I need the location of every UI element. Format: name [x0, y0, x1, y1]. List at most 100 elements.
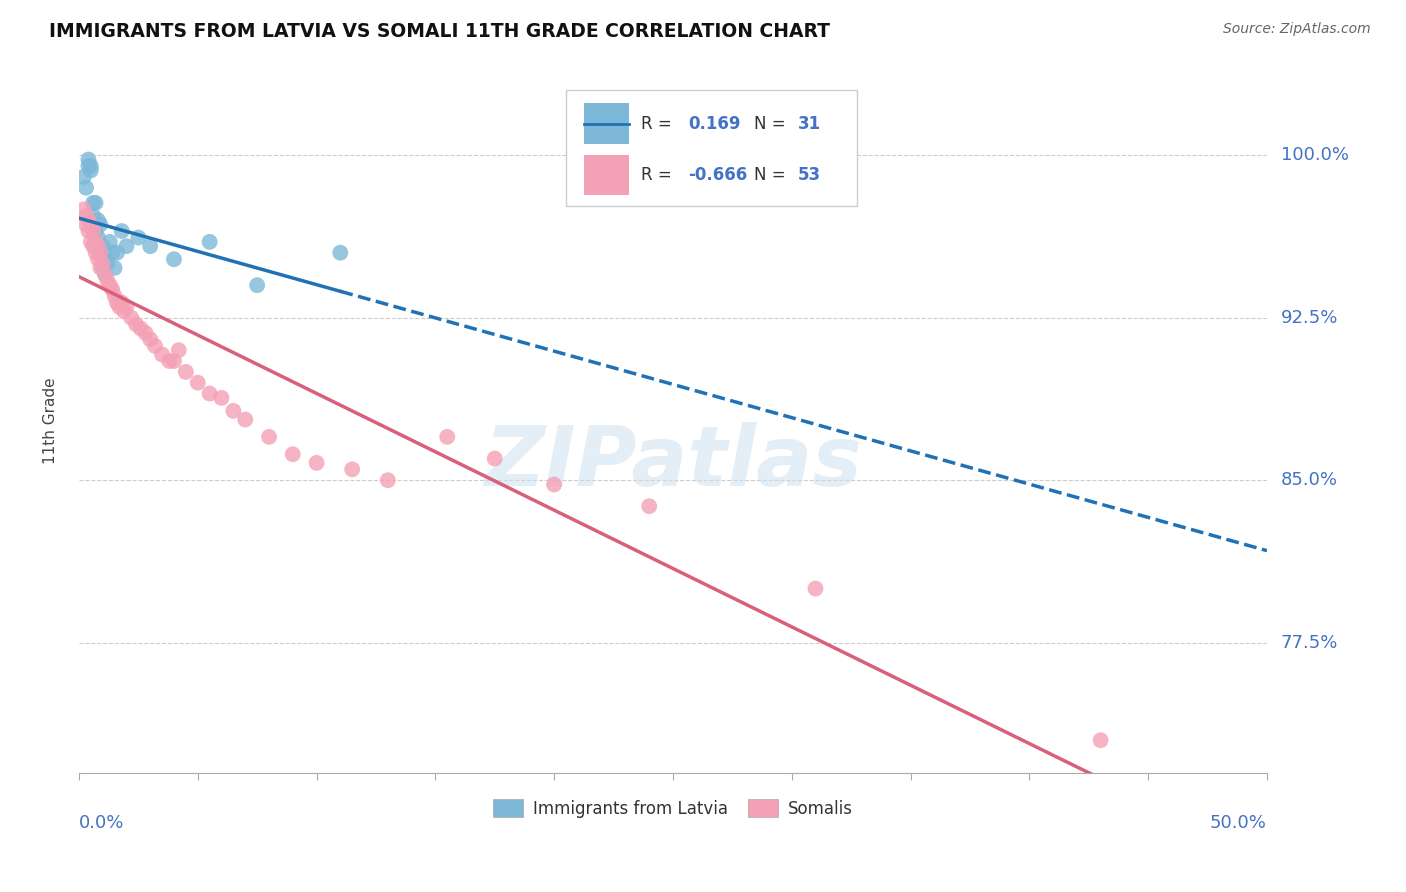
Point — [82, 209, 104, 223]
Point — [129, 321, 152, 335]
Text: 77.5%: 77.5% — [1281, 633, 1339, 652]
Point — [98, 278, 121, 293]
Point — [91, 239, 114, 253]
Point — [105, 245, 128, 260]
Point — [82, 224, 104, 238]
Point — [96, 256, 118, 270]
Point — [77, 224, 100, 238]
Point — [80, 218, 103, 232]
Legend: Immigrants from Latvia, Somalis: Immigrants from Latvia, Somalis — [486, 793, 859, 824]
Text: IMMIGRANTS FROM LATVIA VS SOMALI 11TH GRADE CORRELATION CHART: IMMIGRANTS FROM LATVIA VS SOMALI 11TH GR… — [49, 22, 830, 41]
Point — [94, 268, 117, 282]
Point — [340, 462, 363, 476]
Point — [73, 169, 96, 184]
Point — [101, 245, 124, 260]
Point — [246, 278, 269, 293]
Point — [77, 213, 100, 227]
Point — [89, 245, 111, 260]
Point — [96, 274, 118, 288]
Point — [804, 582, 827, 596]
Text: N =: N = — [754, 115, 790, 133]
Point — [75, 218, 97, 232]
Text: 100.0%: 100.0% — [1281, 146, 1348, 164]
Point — [111, 224, 134, 238]
Text: R =: R = — [641, 166, 676, 184]
FancyBboxPatch shape — [583, 154, 628, 195]
Point — [87, 230, 110, 244]
Point — [84, 245, 107, 260]
Point — [329, 245, 352, 260]
Point — [211, 391, 233, 405]
Point — [305, 456, 328, 470]
Point — [87, 213, 110, 227]
Y-axis label: 11th Grade: 11th Grade — [44, 377, 58, 464]
Point — [104, 260, 127, 275]
Point — [150, 347, 173, 361]
FancyBboxPatch shape — [567, 90, 858, 206]
Point — [75, 180, 97, 194]
Point — [233, 412, 256, 426]
Text: 0.0%: 0.0% — [79, 814, 124, 832]
Point — [98, 235, 121, 249]
Point — [163, 354, 186, 368]
Text: 50.0%: 50.0% — [1211, 814, 1267, 832]
Point — [115, 239, 138, 253]
Point — [89, 260, 111, 275]
Text: 85.0%: 85.0% — [1281, 471, 1339, 489]
Point — [111, 295, 134, 310]
Point — [157, 354, 180, 368]
Point — [75, 209, 97, 223]
Point — [77, 153, 100, 167]
Point — [104, 289, 127, 303]
Text: R =: R = — [641, 115, 676, 133]
Point — [91, 256, 114, 270]
Point — [94, 252, 117, 267]
Point — [84, 224, 107, 238]
Point — [139, 239, 162, 253]
Text: Source: ZipAtlas.com: Source: ZipAtlas.com — [1223, 22, 1371, 37]
Point — [80, 163, 103, 178]
Text: 53: 53 — [797, 166, 821, 184]
Point — [638, 500, 661, 514]
Point — [187, 376, 209, 390]
Point — [257, 430, 280, 444]
Point — [112, 304, 135, 318]
Point — [125, 317, 148, 331]
Point — [82, 195, 104, 210]
Text: N =: N = — [754, 166, 790, 184]
Point — [89, 218, 111, 232]
Point — [84, 235, 107, 249]
Point — [84, 195, 107, 210]
Point — [77, 159, 100, 173]
Point — [484, 451, 506, 466]
Point — [198, 235, 221, 249]
Text: 31: 31 — [797, 115, 821, 133]
Point — [120, 310, 142, 325]
Point — [377, 473, 399, 487]
Point — [108, 300, 131, 314]
Point — [105, 295, 128, 310]
Point — [198, 386, 221, 401]
Text: ZIPatlas: ZIPatlas — [484, 423, 862, 503]
Point — [101, 283, 124, 297]
Point — [87, 252, 110, 267]
Point — [281, 447, 304, 461]
Point — [89, 245, 111, 260]
Point — [174, 365, 197, 379]
Point — [143, 339, 166, 353]
Text: -0.666: -0.666 — [689, 166, 748, 184]
Point — [73, 202, 96, 217]
Point — [134, 326, 156, 340]
Point — [87, 239, 110, 253]
Point — [1090, 733, 1112, 747]
Point — [436, 430, 458, 444]
Point — [82, 239, 104, 253]
FancyBboxPatch shape — [583, 103, 628, 145]
Point — [94, 268, 117, 282]
Point — [139, 332, 162, 346]
Point — [91, 260, 114, 275]
Point — [163, 252, 186, 267]
Point — [167, 343, 190, 358]
Point — [222, 404, 245, 418]
Point — [80, 159, 103, 173]
